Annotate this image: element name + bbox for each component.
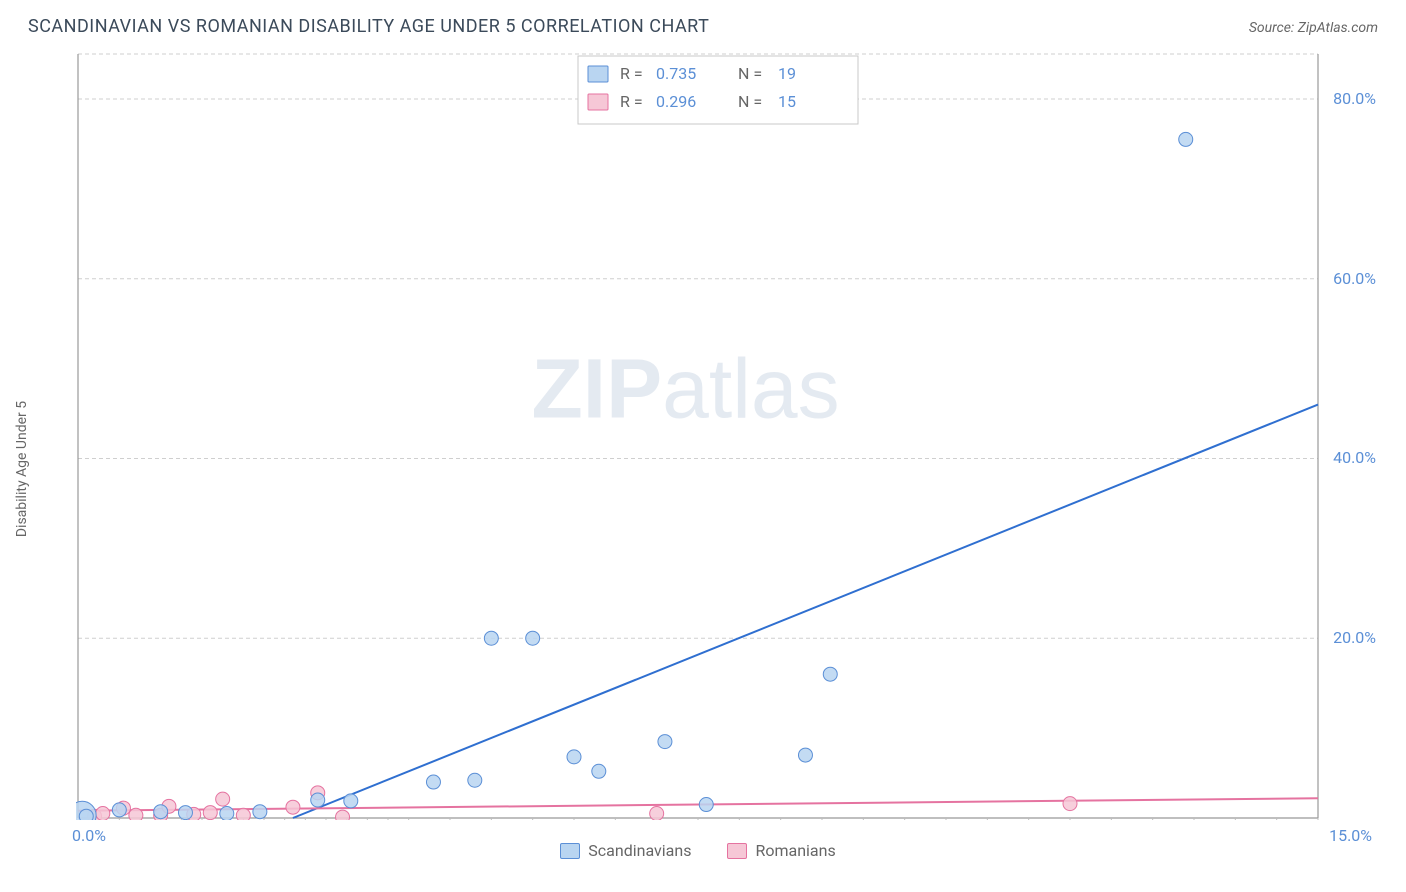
scatter-point: [112, 803, 126, 817]
scatter-point: [1063, 797, 1077, 811]
scatter-point: [220, 807, 234, 820]
legend-swatch: [560, 843, 580, 859]
scatter-point: [344, 794, 358, 808]
y-tick-label: 60.0%: [1333, 269, 1376, 288]
legend-label: Scandinavians: [588, 841, 691, 860]
legend-footer-item: Romanians: [727, 841, 835, 860]
scatter-point: [592, 764, 606, 778]
legend-r-value: 0.735: [656, 64, 696, 83]
scatter-point: [468, 773, 482, 787]
legend-r-value: 0.296: [656, 92, 696, 111]
scatter-point: [311, 793, 325, 807]
chart-source: Source: ZipAtlas.com: [1249, 20, 1378, 36]
scatter-point: [526, 631, 540, 645]
chart-svg: R = 0.735 N = 19 R = 0.296 N = 15: [76, 50, 1320, 820]
legend-r-label: R =: [620, 92, 643, 111]
scatter-point: [699, 798, 713, 812]
legend-n-label: N =: [738, 64, 762, 83]
y-tick-label: 40.0%: [1333, 448, 1376, 467]
legend-r-label: R =: [620, 64, 643, 83]
legend-label: Romanians: [755, 841, 835, 860]
scatter-point: [178, 806, 192, 820]
legend-footer: Scandinavians Romanians: [76, 841, 1320, 860]
scatter-point: [658, 735, 672, 749]
legend-n-label: N =: [738, 92, 762, 111]
scatter-point: [336, 810, 350, 820]
legend-swatch: [727, 843, 747, 859]
scatter-point: [650, 807, 664, 820]
legend-correlation: R = 0.735 N = 19 R = 0.296 N = 15: [578, 56, 858, 124]
legend-swatch: [588, 94, 608, 110]
legend-n-value: 15: [778, 92, 796, 111]
chart-container: Disability Age Under 5 ZIPatlas R =0.735…: [28, 50, 1378, 872]
scatter-point: [96, 807, 110, 820]
scatter-point: [823, 667, 837, 681]
x-tick-label: 15.0%: [1329, 826, 1372, 845]
scatter-point: [203, 806, 217, 820]
y-tick-label: 20.0%: [1333, 628, 1376, 647]
y-tick-label: 80.0%: [1333, 89, 1376, 108]
plot-area: ZIPatlas R =0.735N =19R =0.296N =15 20.0…: [76, 50, 1320, 820]
scatter-point: [129, 808, 143, 820]
y-axis-label: Disability Age Under 5: [14, 401, 30, 537]
scatter-point: [236, 808, 250, 820]
scatter-point: [484, 631, 498, 645]
scatter-point: [216, 792, 230, 806]
scatter-point: [1179, 132, 1193, 146]
scatter-point: [79, 809, 93, 820]
legend-footer-item: Scandinavians: [560, 841, 691, 860]
legend-n-value: 19: [778, 64, 796, 83]
scatter-point: [798, 748, 812, 762]
scatter-point: [253, 805, 267, 819]
scatter-point: [567, 750, 581, 764]
chart-title: SCANDINAVIAN VS ROMANIAN DISABILITY AGE …: [28, 16, 709, 37]
scatter-point: [426, 775, 440, 789]
scatter-point: [154, 805, 168, 819]
legend-swatch: [588, 66, 608, 82]
scatter-point: [286, 800, 300, 814]
